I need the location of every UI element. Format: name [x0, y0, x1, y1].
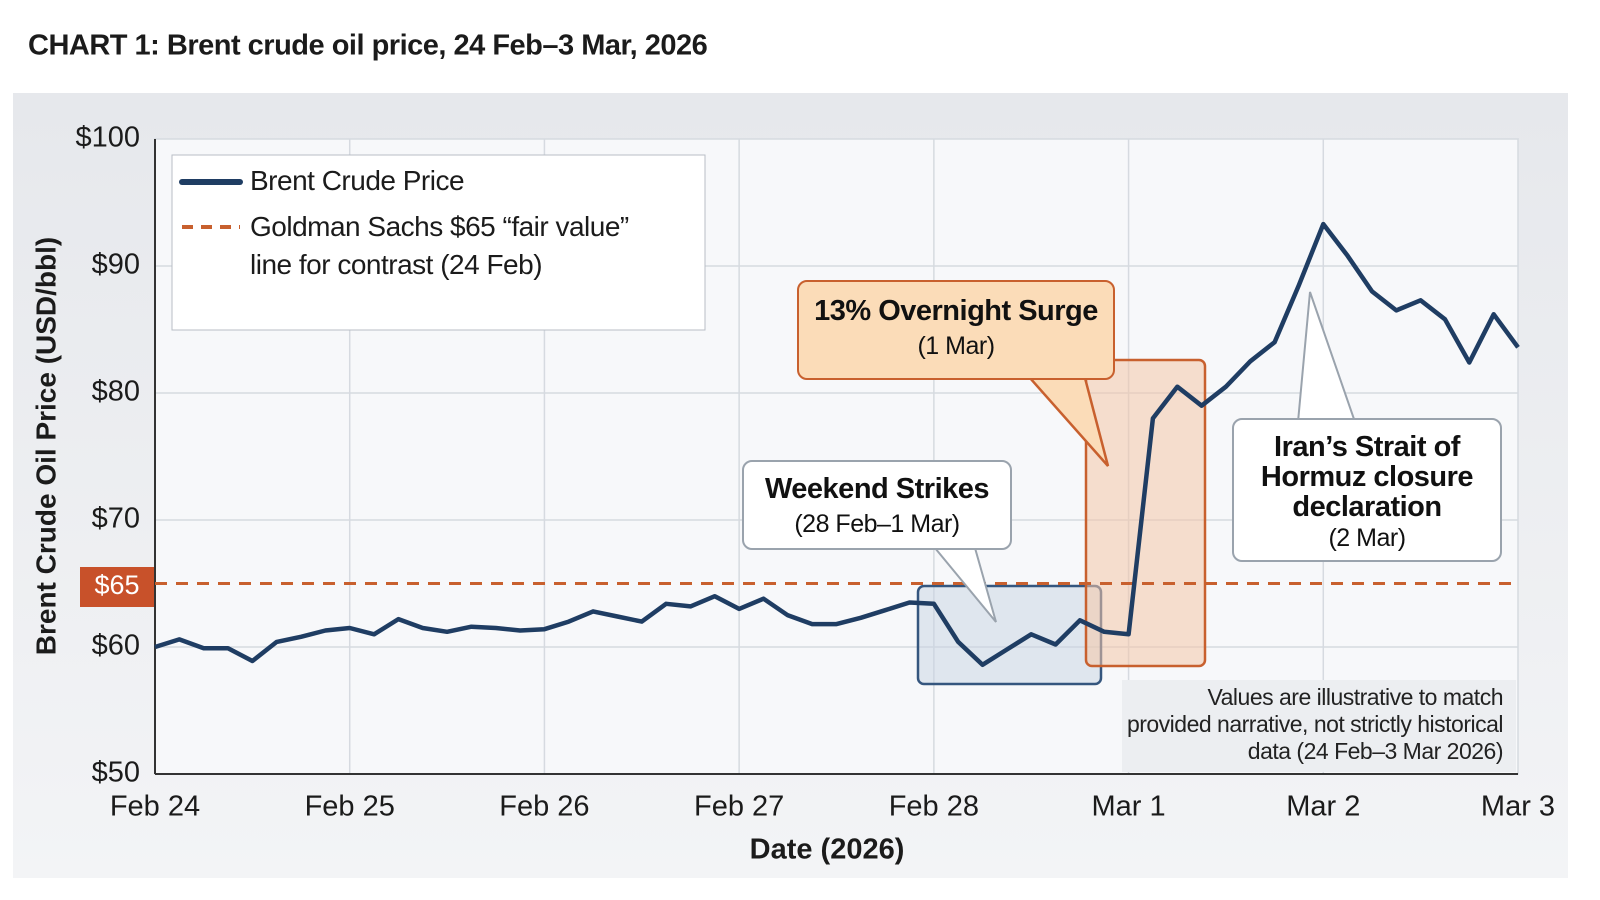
y-tick-label: $50 [92, 757, 140, 789]
note-box [1122, 680, 1516, 772]
x-tick-label: Feb 25 [305, 791, 395, 823]
x-tick-label: Mar 1 [1092, 791, 1166, 823]
ref-badge [80, 567, 154, 607]
legend-box [171, 154, 706, 331]
x-tick-label: Mar 2 [1286, 791, 1360, 823]
y-tick-label: $90 [92, 249, 140, 281]
callout: Iran’s Strait of Hormuz closure declarat… [1232, 418, 1502, 562]
x-tick-label: Feb 27 [694, 791, 784, 823]
x-tick-label: Feb 26 [499, 791, 589, 823]
y-tick-label: $70 [92, 503, 140, 535]
marks [154, 221, 1520, 668]
y-tick-label: $80 [92, 376, 140, 408]
callout-title: Iran’s Strait of Hormuz closure declarat… [1260, 431, 1474, 523]
chart-title: CHART 1: Brent crude oil price, 24 Feb–3… [28, 30, 708, 62]
callout: 13% Overnight Surge (1 Mar) [797, 280, 1115, 380]
legend-entry: Goldman Sachs $65 “fair value” line for … [250, 211, 629, 280]
y-tick-label: $60 [92, 630, 140, 662]
x-tick-label: Feb 28 [889, 791, 979, 823]
y-axis-title: Brent Crude Oil Price (USD/bbl) [30, 237, 61, 656]
callout-subtitle: (2 Mar) [1328, 524, 1406, 552]
x-tick-label: Mar 3 [1481, 791, 1555, 823]
callout-subtitle: (1 Mar) [917, 332, 995, 360]
note: Values are illustrative to match provide… [1126, 684, 1504, 764]
legend-entry: Brent Crude Price [250, 165, 465, 196]
highlight-weekend [916, 584, 1103, 686]
x-tick-label: Feb 24 [110, 791, 200, 823]
callout-subtitle: (28 Feb–1 Mar) [794, 510, 960, 538]
callout-title: 13% Overnight Surge [814, 295, 1098, 327]
callout: Weekend Strikes (28 Feb–1 Mar) [742, 460, 1012, 550]
series-line [154, 221, 1520, 668]
y-tick-label: $100 [75, 122, 140, 154]
callout-title: Weekend Strikes [764, 473, 990, 505]
highlight-surge [1084, 358, 1207, 668]
ref-label: $65 [94, 570, 139, 600]
x-axis-title: Date (2026) [750, 834, 905, 866]
